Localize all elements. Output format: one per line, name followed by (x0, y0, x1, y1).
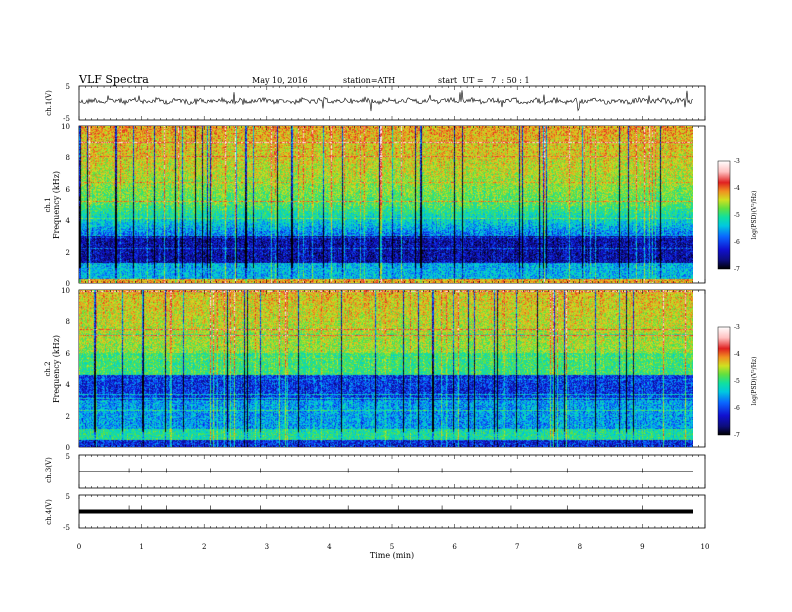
ch3-waveform-panel: 5 ch.3(V) (45, 453, 706, 489)
ch1-ytick-bottom: -5 (63, 115, 70, 123)
x-tick-label-6: 6 (452, 543, 457, 551)
ch1-ytick-top: 5 (66, 83, 70, 91)
ch1-colorbar-label: log(PSD)(V²/Hz) (751, 191, 758, 240)
ch1-waveform-panel: 5 -5 ch.1(V) (45, 83, 706, 123)
ch1-ytick-10: 10 (61, 123, 70, 131)
ch4-waveform-panel: 5 -5 ch.4(V) (45, 493, 706, 532)
x-tick-label-1: 1 (139, 543, 143, 551)
ch2-spectrogram-panel: 0 2 4 6 8 10 ch.2 Frequency (kHz) -3 -4 … (44, 287, 758, 452)
ch1-cbar-tick--6: -6 (734, 239, 740, 246)
x-tick-label-9: 9 (640, 543, 644, 551)
figure-title: VLF Spectra (78, 73, 149, 86)
header-start-time: start UT = 7 : 50 : 1 (438, 76, 530, 85)
ch2-cbar-tick--3: -3 (734, 324, 740, 331)
x-axis-label: Time (min) (370, 551, 414, 560)
ch2-ytick-6: 6 (66, 350, 71, 358)
ch2-ytick-0: 0 (66, 444, 70, 452)
ch3-waveform-ylabel: ch.3(V) (45, 457, 53, 483)
ch1-cbar-tick--3: -3 (734, 158, 740, 165)
x-tick-label-3: 3 (265, 543, 269, 551)
ch1-waveform-trace (78, 90, 694, 112)
ch2-cbar-tick--6: -6 (734, 405, 740, 412)
ch1-spectrogram-image (79, 126, 693, 283)
ch1-waveform-frame (78, 85, 706, 121)
ch2-channel-label: ch.2 (44, 361, 52, 376)
x-tick-label-10: 10 (701, 543, 710, 551)
ch1-cbar-tick--7: -7 (734, 266, 740, 273)
x-axis-tick-labels: 0 1 2 3 4 5 6 7 8 9 10 (77, 543, 710, 551)
x-tick-label-4: 4 (327, 543, 332, 551)
ch1-ytick-6: 6 (66, 186, 71, 194)
ch2-cbar-tick--7: -7 (734, 432, 740, 439)
x-tick-label-2: 2 (202, 543, 206, 551)
ch1-cbar-tick--4: -4 (734, 185, 740, 192)
ch3-ytick-top: 5 (66, 453, 70, 461)
ch2-cbar-tick--5: -5 (734, 378, 740, 385)
ch1-cbar-tick--5: -5 (734, 212, 740, 219)
ch2-colorbar-label: log(PSD)(V²/Hz) (751, 357, 758, 406)
ch1-colorbar (717, 160, 731, 270)
header-date: May 10, 2016 (252, 76, 308, 85)
ch1-waveform-ylabel: ch.1(V) (45, 90, 53, 116)
ch1-ytick-0: 0 (66, 280, 70, 288)
ch4-ytick-top: 5 (66, 493, 70, 501)
ch2-colorbar (717, 326, 731, 436)
ch2-spectrogram-image (79, 290, 693, 447)
ch1-ytick-4: 4 (66, 217, 71, 225)
ch2-ytick-8: 8 (66, 318, 70, 326)
x-tick-label-7: 7 (515, 543, 519, 551)
ch1-ytick-2: 2 (66, 249, 70, 257)
ch2-frequency-ylabel: Frequency (kHz) (52, 335, 61, 403)
ch1-channel-label: ch.1 (44, 197, 52, 212)
ch4-waveform-ylabel: ch.4(V) (45, 499, 53, 525)
ch2-ytick-10: 10 (61, 287, 70, 295)
ch4-ytick-bottom: -5 (63, 524, 70, 532)
ch1-frequency-ylabel: Frequency (kHz) (52, 171, 61, 239)
x-tick-label-0: 0 (77, 543, 81, 551)
header-station: station=ATH (343, 76, 395, 85)
ch2-ytick-4: 4 (66, 381, 71, 389)
ch2-ytick-2: 2 (66, 413, 70, 421)
ch1-spectrogram-panel: 0 2 4 6 8 10 ch.1 Frequency (kHz) -3 -4 … (44, 123, 758, 288)
x-tick-label-5: 5 (390, 543, 394, 551)
ch2-cbar-tick--4: -4 (734, 351, 740, 358)
ch1-ytick-8: 8 (66, 154, 70, 162)
x-tick-label-8: 8 (578, 543, 582, 551)
